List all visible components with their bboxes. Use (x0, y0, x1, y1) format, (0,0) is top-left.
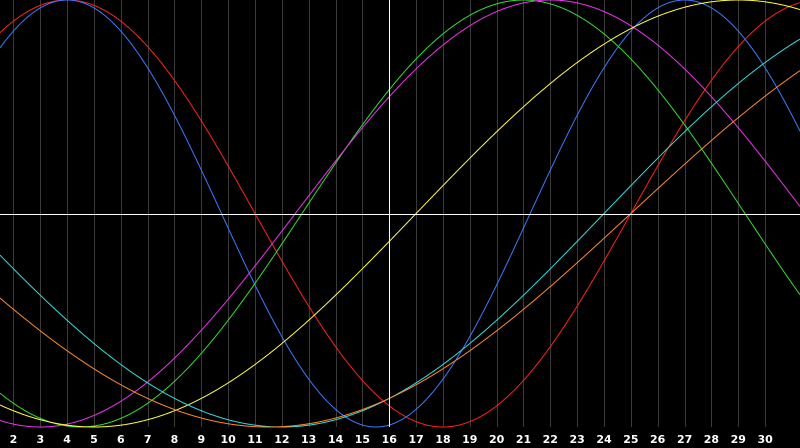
crosshair-cursor (0, 0, 800, 427)
series-line-6 (0, 38, 800, 428)
series-line-2 (0, 0, 800, 428)
x-tick-label-4: 4 (63, 433, 71, 446)
series-curves (0, 0, 800, 428)
x-axis-tick-labels: 2 3 4 5 6 7 8 9 10 11 12 13 14 15 16 17 18 19 20 21 22 23 24 25… (10, 433, 774, 446)
x-tick-label-14: 14 (328, 433, 344, 446)
x-tick-label-7: 7 (144, 433, 152, 446)
x-tick-label-23: 23 (570, 433, 585, 446)
x-tick-label-8: 8 (171, 433, 179, 446)
x-tick-label-17: 17 (408, 433, 423, 446)
x-tick-label-26: 26 (650, 433, 666, 446)
x-tick-label-30: 30 (757, 433, 773, 446)
x-tick-label-18: 18 (435, 433, 450, 446)
x-tick-label-12: 12 (274, 433, 289, 446)
x-tick-label-15: 15 (355, 433, 370, 446)
x-tick-label-28: 28 (704, 433, 719, 446)
x-tick-label-27: 27 (677, 433, 692, 446)
x-tick-label-29: 29 (731, 433, 746, 446)
x-tick-label-11: 11 (247, 433, 262, 446)
x-tick-label-9: 9 (197, 433, 205, 446)
series-line-1 (0, 0, 800, 428)
x-tick-label-20: 20 (489, 433, 505, 446)
series-line-3 (0, 0, 800, 428)
series-line-5 (0, 0, 800, 428)
x-tick-label-16: 16 (382, 433, 398, 446)
x-tick-label-19: 19 (462, 433, 477, 446)
series-line-4 (0, 0, 800, 428)
x-tick-label-3: 3 (36, 433, 44, 446)
x-tick-label-22: 22 (543, 433, 558, 446)
x-tick-label-21: 21 (516, 433, 531, 446)
grid-lines (13, 0, 766, 427)
x-tick-label-13: 13 (301, 433, 316, 446)
x-tick-label-5: 5 (90, 433, 98, 446)
x-tick-label-25: 25 (623, 433, 638, 446)
x-tick-label-2: 2 (10, 433, 18, 446)
series-line-7 (0, 70, 800, 428)
x-tick-label-24: 24 (596, 433, 612, 446)
x-tick-label-10: 10 (221, 433, 237, 446)
x-tick-label-6: 6 (117, 433, 125, 446)
